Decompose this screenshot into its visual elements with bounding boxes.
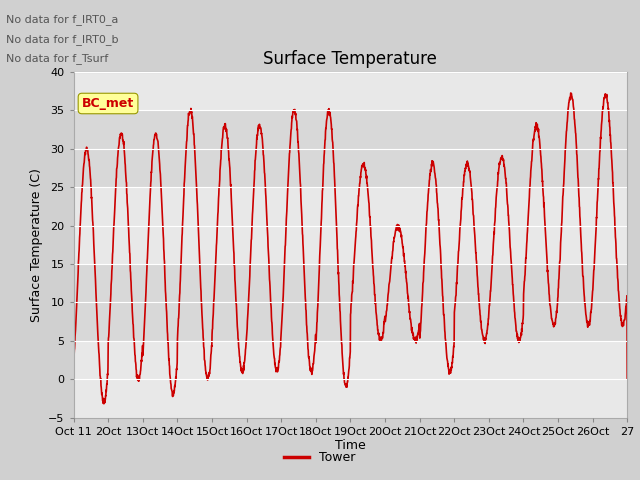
Bar: [74, 264, 627, 341]
Text: No data for f_IRT0_b: No data for f_IRT0_b: [6, 34, 119, 45]
Text: No data for f_Tsurf: No data for f_Tsurf: [6, 53, 109, 64]
Text: No data for f_IRT0_a: No data for f_IRT0_a: [6, 14, 119, 25]
X-axis label: Time: Time: [335, 439, 366, 453]
Text: BC_met: BC_met: [82, 97, 134, 110]
Bar: [74, 110, 627, 187]
Legend: Tower: Tower: [279, 446, 361, 469]
Y-axis label: Surface Temperature (C): Surface Temperature (C): [29, 168, 43, 322]
Title: Surface Temperature: Surface Temperature: [264, 49, 437, 68]
